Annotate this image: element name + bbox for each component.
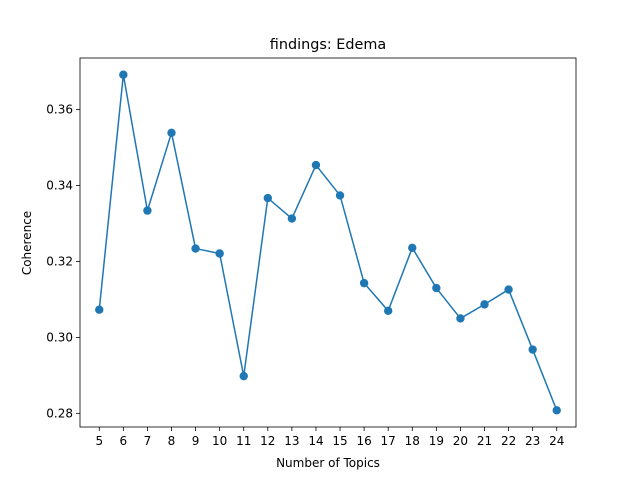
x-tick-label: 13 — [284, 434, 299, 448]
y-tick-label: 0.32 — [46, 254, 73, 268]
data-point — [504, 285, 513, 294]
data-point — [528, 345, 537, 354]
x-tick-label: 8 — [168, 434, 176, 448]
y-tick-label: 0.28 — [46, 406, 73, 420]
x-tick-label: 19 — [429, 434, 444, 448]
data-point — [239, 371, 248, 381]
y-tick-label: 0.30 — [46, 330, 73, 344]
y-axis-label: Coherence — [20, 211, 34, 275]
y-tick-label: 0.36 — [46, 103, 73, 117]
x-tick-label: 21 — [477, 434, 492, 448]
x-tick-label: 23 — [525, 434, 540, 448]
data-point — [552, 406, 561, 415]
y-tick-label: 0.34 — [46, 179, 73, 193]
series-line — [98, 73, 558, 411]
x-tick-label: 15 — [332, 434, 347, 448]
x-tick-label: 20 — [453, 434, 468, 448]
x-tick-label: 5 — [95, 434, 103, 448]
data-point — [408, 243, 417, 253]
data-point — [311, 160, 321, 170]
data-point — [287, 214, 297, 223]
axes-frame — [79, 57, 577, 428]
x-tick-label: 24 — [549, 434, 564, 448]
x-tick-label: 18 — [405, 434, 420, 448]
data-point — [143, 206, 152, 215]
x-tick-label: 10 — [212, 434, 227, 448]
data-point — [383, 306, 393, 316]
data-point — [432, 283, 441, 293]
x-tick-label: 22 — [501, 434, 516, 448]
data-point — [191, 244, 200, 253]
x-tick-label: 17 — [381, 434, 396, 448]
data-point — [167, 128, 176, 137]
plot-area: 5 6 7 8 9 10 11 12 13 14 15 16 17 18 19 20 21 22 23 24 0.28 0… — [46, 57, 577, 448]
data-point — [95, 305, 104, 314]
chart-title: findings: Edema — [270, 37, 386, 53]
data-point — [359, 278, 369, 288]
data-point — [119, 70, 128, 79]
x-tick-label: 14 — [308, 434, 323, 448]
x-tick-label: 7 — [144, 434, 152, 448]
data-point — [215, 249, 224, 258]
x-tick-label: 16 — [356, 434, 371, 448]
data-point — [335, 191, 345, 200]
data-point — [456, 314, 465, 323]
data-point — [480, 300, 489, 309]
x-tick-label: 11 — [236, 434, 251, 448]
data-point — [263, 193, 273, 203]
x-tick-label: 9 — [192, 434, 200, 448]
x-axis-label: Number of Topics — [276, 456, 380, 470]
x-tick-label: 12 — [260, 434, 275, 448]
x-tick-label: 6 — [120, 434, 128, 448]
